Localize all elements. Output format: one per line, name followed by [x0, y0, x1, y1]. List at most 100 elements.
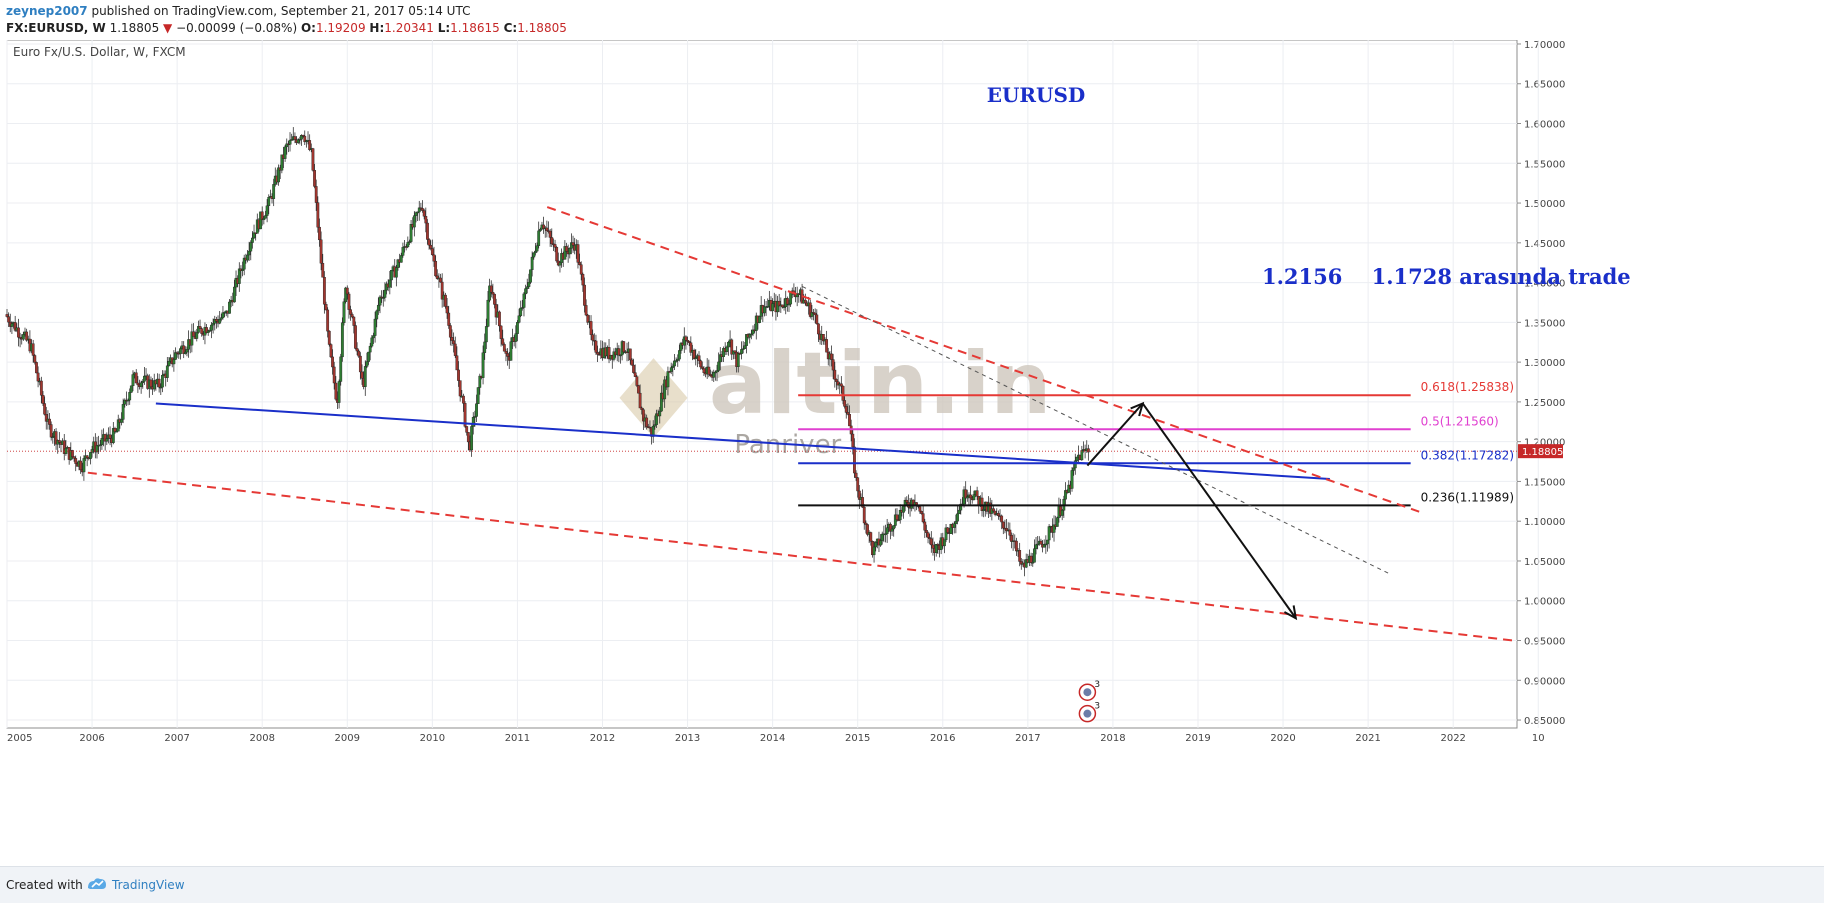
candle-down — [889, 523, 892, 532]
candle-down — [825, 339, 829, 353]
candle-down — [157, 378, 161, 388]
candle-up — [344, 287, 348, 302]
candle-up — [715, 370, 719, 373]
candle-down — [817, 323, 820, 335]
candle-down — [33, 355, 37, 363]
candle-up — [185, 349, 189, 353]
candle-up — [228, 301, 231, 314]
y-tick-label: 1.25000 — [1524, 398, 1565, 409]
candle-down — [215, 319, 218, 322]
candle-down — [548, 230, 552, 238]
candle-down — [493, 293, 496, 305]
candle-down — [452, 340, 456, 345]
candle-up — [1070, 470, 1074, 489]
candle-up — [252, 232, 256, 239]
candle-down — [781, 304, 784, 308]
candle-up — [219, 317, 223, 320]
candle-down — [992, 508, 995, 512]
candle-up — [1036, 543, 1040, 546]
candle-up — [51, 436, 55, 438]
candle-up — [396, 259, 400, 268]
candle-up — [880, 533, 884, 541]
event-flag-dot-icon — [1083, 688, 1092, 697]
candle-down — [895, 514, 899, 520]
candle-down — [1001, 521, 1005, 529]
candle-down — [41, 395, 45, 404]
candle-up — [471, 417, 475, 427]
candle-down — [730, 339, 734, 355]
open-value: 1.19209 — [315, 21, 366, 35]
candle-up — [902, 506, 905, 513]
candle-down — [555, 247, 559, 262]
candle-down — [455, 355, 459, 371]
candle-up — [100, 438, 104, 445]
candle-up — [399, 255, 403, 263]
fib-level-label: 0.5(1.21560) — [1421, 414, 1499, 428]
y-tick-label: 0.85000 — [1524, 716, 1565, 727]
candle-up — [221, 312, 225, 318]
candle-down — [434, 260, 438, 277]
candle-down — [542, 224, 545, 229]
candle-up — [514, 333, 518, 342]
candle-down — [931, 544, 935, 549]
low-value: 1.18615 — [450, 21, 500, 35]
candle-up — [115, 430, 119, 433]
y-tick-label: 1.40000 — [1524, 279, 1565, 290]
candle-down — [448, 325, 452, 338]
tradingview-link[interactable]: TradingView — [112, 878, 185, 892]
candle-down — [447, 312, 451, 326]
candle-down — [830, 353, 833, 360]
trendline-solid — [155, 402, 1330, 481]
projection-arrow-line — [1086, 402, 1144, 467]
watermark-text: altin.in — [709, 334, 1052, 434]
candle-down — [54, 431, 58, 445]
candle-up — [417, 207, 421, 213]
candle-up — [718, 354, 722, 363]
candle-down — [1008, 529, 1012, 536]
candle-down — [424, 216, 428, 224]
candle-up — [1055, 517, 1059, 527]
candle-down — [18, 336, 22, 339]
candle-down — [422, 210, 426, 217]
candle-down — [322, 276, 326, 305]
candle-down — [594, 340, 598, 353]
candle-up — [1075, 456, 1079, 461]
candle-down — [74, 458, 78, 464]
candle-down — [926, 532, 930, 538]
candle-down — [637, 385, 640, 394]
candle-up — [568, 248, 572, 255]
candle-up — [363, 366, 367, 387]
candle-up — [265, 205, 269, 216]
candle-down — [71, 450, 74, 457]
y-tick-label: 1.30000 — [1524, 358, 1565, 369]
candle-up — [64, 448, 68, 454]
candle-down — [700, 366, 704, 369]
candle-down — [571, 242, 575, 246]
trade-range-annotation: 1.2156 1.1728 arasında trade — [1262, 264, 1631, 289]
candle-down — [808, 302, 812, 317]
candle-down — [36, 372, 40, 382]
x-tick-label: 2015 — [845, 733, 870, 744]
fib-level-label: 0.618(1.25838) — [1421, 380, 1514, 394]
candle-down — [803, 299, 807, 304]
price-chart[interactable]: 1.70000 1.65000 1.60000 1.55000 1.50000 1.450… — [0, 40, 1824, 866]
candle-up — [408, 241, 411, 243]
candle-down — [831, 359, 835, 371]
candle-up — [406, 242, 410, 248]
x-tick-label: 2005 — [7, 733, 32, 744]
candle-up — [954, 520, 958, 524]
x-tick-label: 2012 — [590, 733, 615, 744]
author-link[interactable]: zeynep2007 — [6, 4, 88, 18]
candle-up — [949, 524, 953, 534]
candle-up — [671, 365, 675, 368]
candle-down — [314, 186, 318, 203]
candle-down — [1039, 540, 1043, 545]
tradingview-logo-icon[interactable] — [86, 875, 108, 893]
candle-down — [57, 440, 61, 443]
candle-down — [1086, 448, 1090, 453]
candle-down — [136, 382, 140, 386]
candle-up — [232, 286, 236, 303]
candle-up — [372, 335, 375, 339]
candle-down — [833, 369, 837, 380]
candle-down — [702, 368, 706, 373]
